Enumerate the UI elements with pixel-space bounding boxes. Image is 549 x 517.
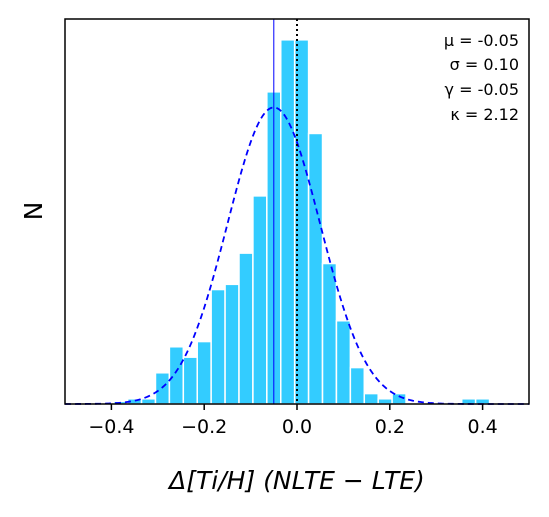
histogram-bar xyxy=(210,288,226,405)
histogram-bar xyxy=(168,346,185,405)
stat-gamma: γ = -0.05 xyxy=(445,80,519,99)
histogram-bar xyxy=(182,356,198,405)
x-tick-label: 0.4 xyxy=(467,416,497,438)
histogram-bar xyxy=(280,39,296,405)
stat-sigma: σ = 0.10 xyxy=(450,55,519,74)
x-tick-label: −0.4 xyxy=(88,416,134,438)
histogram-bar xyxy=(377,398,393,405)
x-tick-label: −0.2 xyxy=(181,416,227,438)
histogram-bar xyxy=(140,398,157,405)
x-tick-label: 0.0 xyxy=(282,416,312,438)
histogram-bar xyxy=(307,132,324,405)
stat-kappa: κ = 2.12 xyxy=(450,105,519,124)
histogram-bar xyxy=(321,262,338,405)
x-tick-label: 0.2 xyxy=(375,416,405,438)
histogram-bar xyxy=(224,283,240,405)
y-axis-title: N xyxy=(19,202,48,221)
histogram-bar xyxy=(196,340,212,405)
histogram-bar xyxy=(349,366,366,405)
x-axis-title: Δ[Ti/H] (NLTE − LTE) xyxy=(167,466,425,495)
histogram-bar xyxy=(238,252,254,405)
histogram-bar xyxy=(252,195,268,405)
stat-mu: μ = -0.05 xyxy=(444,31,519,50)
histogram-bar xyxy=(335,320,352,405)
x-axis-ticks: −0.4 −0.2 0.0 0.2 0.4 xyxy=(88,404,498,438)
histogram-bar xyxy=(363,392,379,405)
bars-group xyxy=(112,39,491,405)
